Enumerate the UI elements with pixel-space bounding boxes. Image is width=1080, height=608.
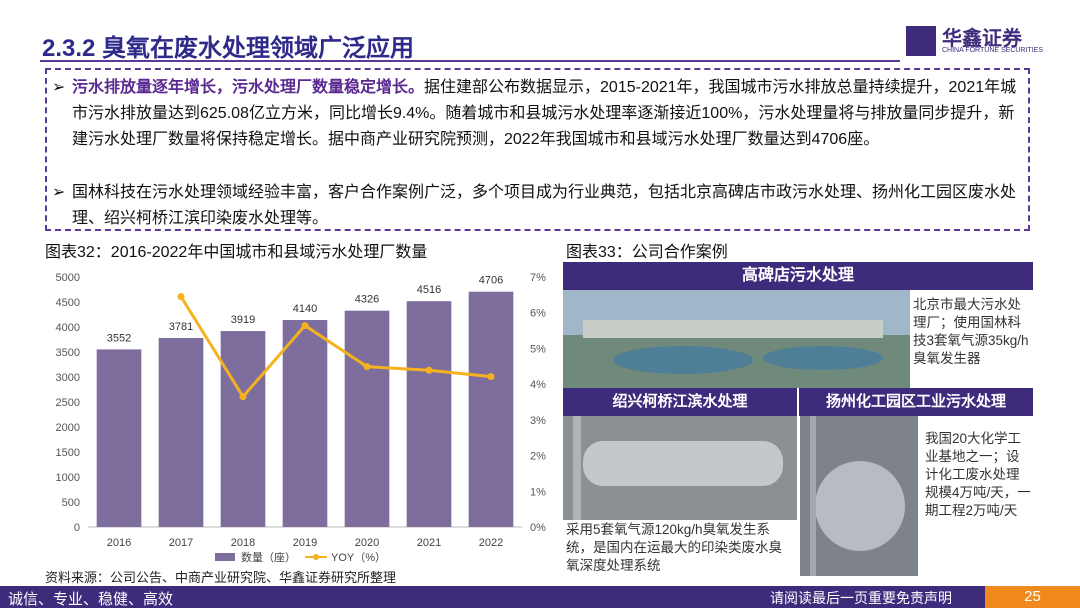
line-point [425, 366, 433, 374]
figure-title: 图表33：公司合作案例 [566, 244, 728, 261]
bar [344, 310, 390, 527]
footer-disclaimer: 请阅读最后一页重要免责声明 [770, 590, 952, 606]
legend-swatch [215, 553, 235, 561]
panel-heading: 扬州化工园区工业污水处理 [799, 388, 1033, 416]
bar [406, 301, 452, 527]
footer-bar [0, 586, 1080, 608]
line-point [363, 363, 371, 371]
bullet-text: 据住建部公布数据显示，2015-2021年，我国城市污水排放总量持续提升，202… [72, 79, 1017, 148]
y-tick-label: 500 [62, 497, 80, 509]
line-point [487, 373, 495, 381]
logo-icon [906, 26, 936, 56]
y2-tick-label: 4% [530, 379, 546, 391]
logo-subtext: CHINA FORTUNE SECURITIES [942, 47, 1043, 54]
photo [563, 290, 910, 388]
chart-title: 图表32：2016-2022年中国城市和县域污水处理厂数量 [45, 244, 428, 261]
bar [96, 349, 142, 527]
y-tick-label: 2500 [56, 397, 80, 409]
x-tick-label: 2021 [417, 537, 441, 549]
panel-heading: 高碑店污水处理 [563, 262, 1033, 290]
text-box [45, 68, 1030, 231]
line-point [239, 393, 247, 401]
y-tick-label: 0 [74, 522, 80, 534]
data-label: 4706 [479, 275, 503, 287]
data-label: 4140 [293, 303, 317, 315]
panel-desc: 我国20大化学工业基地之一；设计化工废水处理规模4万吨/天，一期工程2万吨/天 [925, 431, 1031, 518]
bullet: ➢ 国林科技在污水处理领域经验丰富，客户合作案例广泛，多个项目成为行业典范，包括… [52, 180, 1027, 232]
chart: 0 500 1000 1500 2000 2500 3000 3500 4000 4500 5000… [56, 272, 547, 564]
photo [800, 416, 918, 576]
data-label: 3781 [169, 321, 193, 333]
data-label: 4516 [417, 284, 441, 296]
x-tick-label: 2016 [107, 537, 131, 549]
y-tick-label: 4500 [56, 297, 80, 309]
panel-desc: 采用5套氧气源120kg/h臭氧发生系统，是国内在运最大的印染类废水臭氧深度处理… [566, 522, 782, 573]
slide-title: 2.3.2 臭氧在废水处理领域广泛应用 [42, 35, 415, 62]
x-tick-label: 2018 [231, 537, 255, 549]
y-tick-label: 1000 [56, 472, 80, 484]
y-tick-label: 4000 [56, 322, 80, 334]
panel-desc: 北京市最大污水处理厂；使用国林科技3套氧气源35kg/h臭氧发生器 [913, 297, 1029, 366]
x-tick-label: 2022 [479, 537, 503, 549]
y2-tick-label: 7% [530, 272, 546, 284]
bullet-bold: 污水排放量逐年增长，污水处理厂数量稳定增长。 [72, 79, 425, 96]
data-label: 4326 [355, 294, 379, 306]
bullet-text: 国林科技在污水处理领域经验丰富，客户合作案例广泛，多个项目成为行业典范，包括北京… [72, 184, 1017, 227]
bar [220, 331, 266, 527]
y-tick-label: 5000 [56, 272, 80, 284]
y-tick-label: 1500 [56, 447, 80, 459]
panel-heading: 绍兴柯桥江滨水处理 [563, 388, 797, 416]
y2-tick-label: 3% [530, 415, 546, 427]
y-tick-label: 2000 [56, 422, 80, 434]
y-tick-label: 3500 [56, 347, 80, 359]
logo-text: 华鑫证券 [942, 28, 1022, 50]
data-label: 3552 [107, 332, 131, 344]
line-point [301, 322, 309, 330]
legend-label: YOY（%） [331, 551, 386, 564]
y2-tick-label: 5% [530, 343, 546, 355]
y2-tick-label: 6% [530, 308, 546, 320]
source-note: 资料来源：公司公告、中商产业研究院、华鑫证券研究所整理 [45, 570, 397, 585]
y2-tick-label: 2% [530, 451, 546, 463]
photo [563, 416, 797, 520]
data-label: 3919 [231, 314, 255, 326]
legend-swatch [313, 554, 319, 560]
page-number: 25 [985, 586, 1080, 608]
x-tick-label: 2020 [355, 537, 379, 549]
x-tick-label: 2019 [293, 537, 317, 549]
line-point [177, 293, 185, 301]
y-tick-label: 3000 [56, 372, 80, 384]
y2-tick-label: 1% [530, 486, 546, 498]
bullet: ➢ 污水排放量逐年增长，污水处理厂数量稳定增长。据住建部公布数据显示，2015-… [52, 79, 1017, 148]
title-rule [40, 60, 900, 62]
footer-motto: 诚信、专业、稳健、高效 [8, 591, 174, 608]
line [179, 295, 492, 400]
legend-label: 数量（座） [241, 550, 296, 564]
bar [158, 337, 204, 527]
bar [468, 291, 514, 527]
bar [282, 320, 328, 527]
x-tick-label: 2017 [169, 537, 193, 549]
y2-tick-label: 0% [530, 522, 546, 534]
